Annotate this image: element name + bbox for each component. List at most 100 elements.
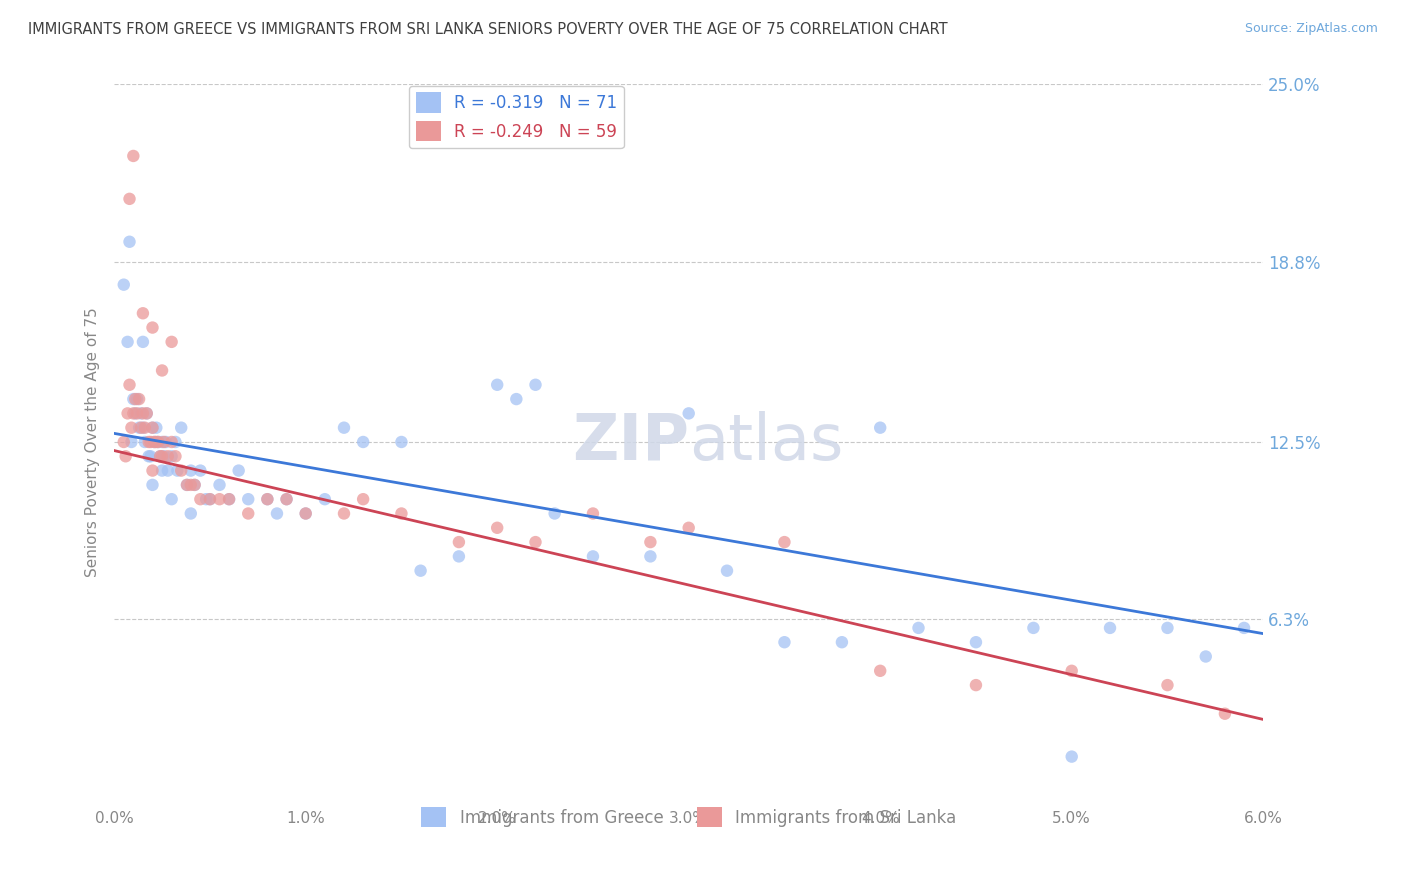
- Point: [143, 434, 166, 449]
- Point: [524, 377, 547, 392]
- Point: [129, 406, 152, 420]
- Point: [143, 434, 166, 449]
- Point: [122, 392, 145, 406]
- Point: [640, 535, 662, 549]
- Point: [831, 635, 853, 649]
- Text: atlas: atlas: [689, 411, 844, 473]
- Point: [122, 406, 145, 420]
- Point: [138, 450, 160, 464]
- Point: [190, 492, 212, 507]
- Point: [294, 507, 316, 521]
- Point: [1022, 621, 1045, 635]
- Point: [141, 478, 163, 492]
- Point: [1098, 621, 1121, 635]
- Point: [141, 420, 163, 434]
- Point: [148, 434, 170, 449]
- Point: [678, 521, 700, 535]
- Point: [141, 464, 163, 478]
- Point: [447, 549, 470, 564]
- Point: [132, 306, 155, 320]
- Point: [118, 377, 141, 392]
- Point: [148, 434, 170, 449]
- Point: [153, 450, 176, 464]
- Point: [409, 564, 432, 578]
- Point: [112, 434, 135, 449]
- Point: [869, 664, 891, 678]
- Point: [218, 492, 240, 507]
- Point: [505, 392, 527, 406]
- Point: [112, 277, 135, 292]
- Point: [170, 420, 193, 434]
- Point: [773, 635, 796, 649]
- Point: [156, 450, 179, 464]
- Point: [869, 420, 891, 434]
- Point: [180, 464, 202, 478]
- Point: [139, 434, 162, 449]
- Point: [256, 492, 278, 507]
- Point: [160, 450, 183, 464]
- Point: [1195, 649, 1218, 664]
- Point: [155, 434, 177, 449]
- Point: [198, 492, 221, 507]
- Point: [391, 434, 413, 449]
- Point: [1156, 678, 1178, 692]
- Point: [256, 492, 278, 507]
- Point: [165, 450, 187, 464]
- Point: [238, 507, 260, 521]
- Point: [128, 392, 150, 406]
- Point: [145, 434, 167, 449]
- Point: [160, 334, 183, 349]
- Point: [582, 507, 605, 521]
- Point: [716, 564, 738, 578]
- Point: [907, 621, 929, 635]
- Point: [129, 420, 152, 434]
- Point: [150, 464, 173, 478]
- Point: [127, 406, 149, 420]
- Point: [118, 192, 141, 206]
- Point: [132, 420, 155, 434]
- Point: [640, 549, 662, 564]
- Point: [149, 450, 172, 464]
- Point: [524, 535, 547, 549]
- Point: [180, 507, 202, 521]
- Point: [150, 363, 173, 377]
- Point: [141, 320, 163, 334]
- Point: [218, 492, 240, 507]
- Point: [117, 334, 139, 349]
- Y-axis label: Seniors Poverty Over the Age of 75: Seniors Poverty Over the Age of 75: [86, 307, 100, 577]
- Point: [120, 434, 142, 449]
- Point: [1156, 621, 1178, 635]
- Point: [150, 450, 173, 464]
- Point: [183, 478, 205, 492]
- Point: [160, 492, 183, 507]
- Point: [314, 492, 336, 507]
- Point: [114, 450, 136, 464]
- Point: [333, 507, 356, 521]
- Point: [447, 535, 470, 549]
- Point: [965, 678, 987, 692]
- Point: [124, 392, 146, 406]
- Text: IMMIGRANTS FROM GREECE VS IMMIGRANTS FROM SRI LANKA SENIORS POVERTY OVER THE AGE: IMMIGRANTS FROM GREECE VS IMMIGRANTS FRO…: [28, 22, 948, 37]
- Point: [118, 235, 141, 249]
- Point: [120, 420, 142, 434]
- Point: [128, 420, 150, 434]
- Point: [543, 507, 565, 521]
- Point: [183, 478, 205, 492]
- Point: [138, 434, 160, 449]
- Point: [156, 464, 179, 478]
- Point: [352, 492, 374, 507]
- Point: [124, 406, 146, 420]
- Point: [141, 420, 163, 434]
- Text: Source: ZipAtlas.com: Source: ZipAtlas.com: [1244, 22, 1378, 36]
- Point: [1060, 664, 1083, 678]
- Text: ZIP: ZIP: [572, 411, 689, 473]
- Point: [190, 464, 212, 478]
- Point: [678, 406, 700, 420]
- Point: [228, 464, 250, 478]
- Point: [352, 434, 374, 449]
- Point: [134, 434, 156, 449]
- Point: [276, 492, 298, 507]
- Point: [150, 434, 173, 449]
- Point: [276, 492, 298, 507]
- Point: [391, 507, 413, 521]
